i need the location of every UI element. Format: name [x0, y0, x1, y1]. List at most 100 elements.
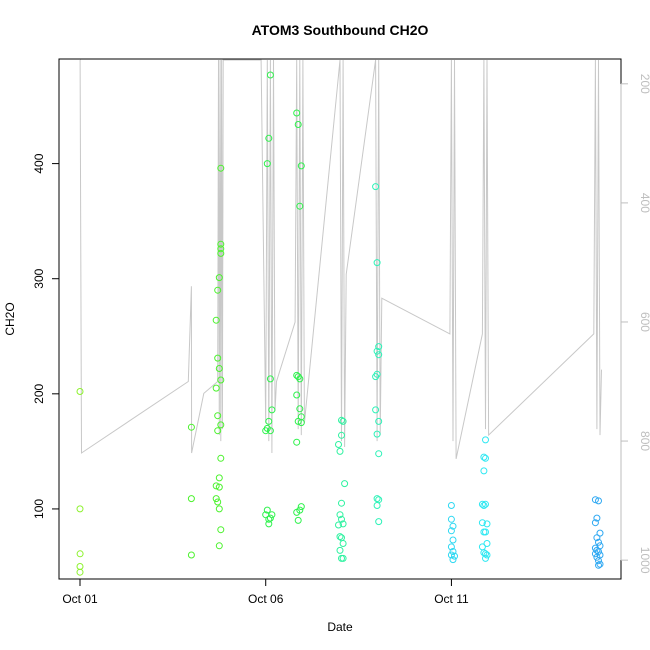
y-tick-label: 300	[32, 268, 46, 288]
data-point	[482, 528, 489, 536]
data-point	[375, 518, 383, 526]
data-point	[482, 500, 489, 508]
data-point	[478, 543, 486, 551]
data-point	[483, 540, 491, 547]
data-point	[217, 421, 225, 429]
x-axis-label: Date	[327, 620, 353, 634]
y2-tick-label: 1000	[638, 547, 650, 574]
data-point	[265, 134, 273, 142]
data-point	[297, 503, 305, 511]
data-point	[482, 436, 489, 444]
y2-tick-label: 200	[638, 74, 650, 94]
data-point	[447, 527, 455, 535]
data-point	[596, 560, 604, 568]
data-point	[76, 550, 84, 558]
data-point	[212, 384, 220, 392]
data-point	[76, 563, 84, 570]
data-point	[187, 551, 195, 559]
data-point	[217, 376, 225, 384]
data-point	[375, 343, 383, 351]
data-point	[187, 423, 195, 431]
data-point	[297, 162, 305, 170]
x-tick-label: Oct 01	[62, 592, 98, 606]
data-point	[480, 453, 488, 461]
data-point	[335, 441, 342, 448]
data-point	[593, 553, 601, 561]
data-point	[373, 495, 381, 503]
data-point	[482, 554, 489, 562]
data-point	[217, 454, 225, 462]
data-point	[214, 286, 222, 294]
data-point	[214, 427, 222, 435]
y-axis-label: CH2O	[3, 302, 17, 335]
data-point	[215, 542, 223, 550]
data-point	[375, 351, 383, 359]
data-point	[263, 160, 271, 168]
data-point	[296, 202, 304, 210]
data-point	[480, 467, 488, 475]
data-point	[339, 540, 347, 547]
data-point	[480, 502, 488, 509]
data-point	[372, 183, 380, 191]
data-point	[336, 511, 344, 519]
data-point	[336, 447, 344, 455]
data-point	[483, 551, 491, 559]
data-point	[447, 515, 455, 523]
data-point	[338, 554, 345, 562]
data-point	[214, 412, 222, 420]
data-point	[372, 406, 380, 414]
data-point	[339, 417, 347, 425]
data-point	[451, 552, 458, 560]
data-points-layer	[76, 71, 604, 576]
data-point	[595, 497, 602, 505]
data-point	[373, 347, 381, 355]
data-point	[375, 450, 383, 458]
data-point	[217, 249, 225, 257]
data-point	[339, 520, 347, 528]
data-point	[293, 438, 301, 446]
x-tick-label: Oct 06	[248, 592, 284, 606]
data-point	[294, 417, 302, 425]
data-point	[338, 515, 345, 523]
data-point	[294, 516, 302, 524]
data-point	[449, 548, 457, 555]
data-point	[293, 508, 301, 516]
data-point	[341, 480, 349, 488]
data-point	[336, 546, 344, 554]
data-point	[215, 274, 223, 282]
data-point	[375, 417, 383, 425]
data-point	[478, 500, 486, 508]
data-point	[214, 354, 222, 362]
data-point	[76, 568, 84, 576]
data-point	[296, 375, 304, 383]
data-point	[449, 556, 457, 564]
data-point	[593, 534, 601, 542]
data-point	[215, 505, 223, 513]
data-point	[266, 71, 274, 79]
data-point	[478, 519, 486, 527]
data-point	[338, 416, 345, 424]
data-point	[215, 365, 223, 372]
data-point	[262, 427, 270, 435]
data-point	[595, 557, 602, 565]
data-point	[265, 417, 273, 425]
y2-tick-label: 800	[638, 431, 650, 451]
data-point	[265, 515, 273, 523]
data-point	[593, 514, 601, 522]
data-point	[215, 483, 223, 491]
x-tick-label: Oct 11	[434, 592, 469, 606]
data-point	[375, 496, 383, 504]
y-tick-label: 400	[32, 153, 46, 173]
y-tick-label: 200	[32, 383, 46, 403]
data-point	[214, 498, 222, 506]
data-point	[338, 431, 345, 439]
data-point	[338, 534, 345, 542]
data-point	[447, 502, 455, 509]
data-point	[591, 496, 599, 504]
y2-tick-label: 400	[638, 193, 650, 213]
data-point	[212, 482, 220, 490]
data-point	[336, 533, 344, 541]
data-point	[268, 406, 276, 414]
data-point	[76, 505, 84, 513]
